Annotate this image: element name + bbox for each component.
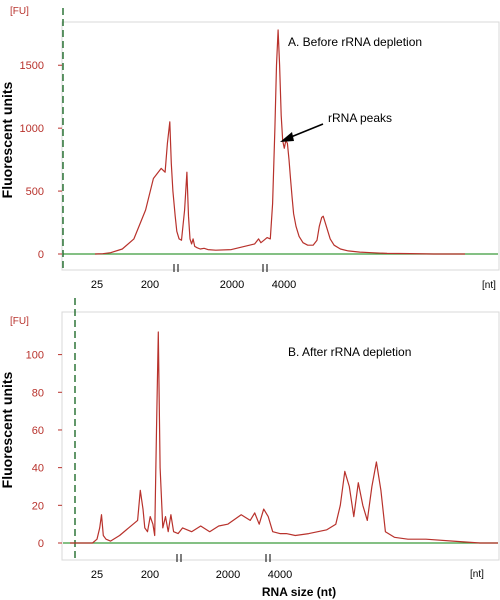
p1-x-tick-label: 2000 bbox=[220, 279, 244, 291]
p2-series-line bbox=[70, 331, 498, 544]
p2-panel-title: B. After rRNA depletion bbox=[288, 345, 411, 359]
p2-y-axis-label: Fluorescent units bbox=[0, 371, 15, 488]
p1-y-unit: [FU] bbox=[10, 6, 29, 17]
p2-y-tick-label: 100 bbox=[26, 350, 44, 362]
p2-x-axis-label: RNA size (nt) bbox=[262, 585, 336, 599]
p2-y-tick-label: 80 bbox=[32, 387, 44, 399]
p1-x-tick-label: 200 bbox=[141, 279, 159, 291]
p1-x-tick-label: 4000 bbox=[272, 279, 296, 291]
p1-x-tick-label: 25 bbox=[91, 279, 103, 291]
p2-y-unit: [FU] bbox=[10, 316, 29, 327]
p2-x-tick-label: 2000 bbox=[216, 569, 240, 581]
p1-y-tick-label: 500 bbox=[26, 186, 44, 198]
p1-y-tick-label: 1000 bbox=[20, 123, 44, 135]
p1-panel-title: A. Before rRNA depletion bbox=[288, 35, 422, 49]
p1-plot-area bbox=[61, 21, 500, 271]
p2-y-tick-label: 0 bbox=[38, 538, 44, 550]
p1-y-axis-label: Fluorescent units bbox=[0, 81, 15, 198]
p2-y-tick-label: 20 bbox=[32, 500, 44, 512]
p1-y-tick-label: 0 bbox=[38, 249, 44, 261]
p2-x-unit: [nt] bbox=[470, 569, 484, 580]
p2-plot-area bbox=[61, 311, 500, 561]
p1-series-line bbox=[94, 29, 465, 255]
p1-annotation-arrow-head bbox=[280, 132, 294, 142]
p2-x-tick-label: 4000 bbox=[268, 569, 292, 581]
p2-x-tick-label: 25 bbox=[91, 569, 103, 581]
p2-x-tick-label: 200 bbox=[141, 569, 159, 581]
p2-y-tick-label: 60 bbox=[32, 425, 44, 437]
p1-x-unit: [nt] bbox=[482, 280, 496, 291]
p2-y-tick-label: 40 bbox=[32, 463, 44, 475]
p1-y-tick-label: 1500 bbox=[20, 60, 44, 72]
p1-annotation-text: rRNA peaks bbox=[328, 111, 392, 125]
